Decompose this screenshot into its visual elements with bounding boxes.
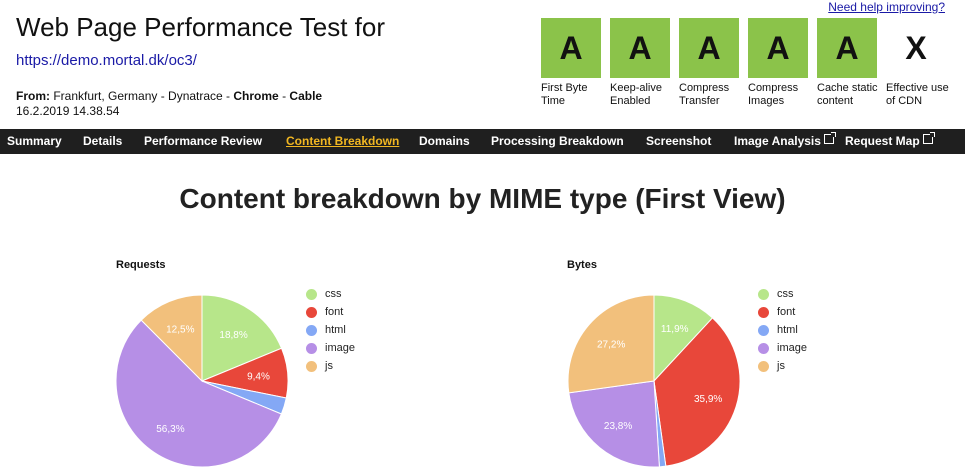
tab-request-map[interactable]: Request Map [845, 132, 935, 148]
tab-image-analysis[interactable]: Image Analysis [734, 132, 836, 148]
section-heading: Content breakdown by MIME type (First Vi… [179, 183, 786, 214]
tab-summary[interactable]: Summary [7, 134, 62, 148]
tab-performance-review[interactable]: Performance Review [144, 134, 263, 148]
grade-5-box[interactable]: A [817, 18, 877, 78]
legend-label: html [777, 324, 798, 336]
legend-label: js [325, 360, 333, 372]
legend-label: css [777, 288, 794, 300]
legend-swatch [758, 342, 769, 354]
nav-bar: Summary Details Performance Review Content … [0, 129, 965, 154]
pie-label-css: 18,8% [219, 330, 247, 341]
from-separator: - [278, 89, 290, 103]
legend-label: font [777, 306, 796, 318]
grade-2-label: Keep-alive Enabled [610, 82, 662, 107]
bytes-chart-title: Bytes [567, 259, 597, 271]
grade-3-box[interactable]: A [679, 18, 739, 78]
pie-slice-css [201, 294, 283, 382]
tab-details[interactable]: Details [83, 134, 123, 148]
pie-label-css: 11,9% [661, 324, 689, 335]
pie-label-font: 9,4% [247, 372, 270, 383]
external-link-icon [823, 132, 836, 144]
legend-swatch [306, 306, 317, 318]
legend-swatch [758, 360, 769, 372]
browser-name: Chrome [233, 89, 279, 103]
legend-item-image[interactable]: image [758, 342, 807, 354]
help-improving-link[interactable]: Need help improving? [828, 0, 945, 14]
legend-label: font [325, 306, 344, 318]
pie-label-js: 27,2% [597, 340, 625, 351]
pie-label-image: 23,8% [604, 421, 632, 432]
tested-url-link[interactable]: https://demo.mortal.dk/oc3/ [16, 52, 197, 69]
legend-swatch [306, 324, 317, 336]
test-date: 16.2.2019 14.38.54 [16, 104, 120, 118]
tab-content-breakdown[interactable]: Content Breakdown [286, 134, 400, 148]
pie-label-js: 12,5% [166, 325, 194, 336]
grade-5-label: Cache static content [817, 82, 878, 107]
tab-domains[interactable]: Domains [419, 134, 470, 148]
pie-slice-css [653, 294, 714, 383]
legend-swatch [306, 288, 317, 300]
legend-item-css[interactable]: css [758, 288, 794, 300]
legend-item-css[interactable]: css [306, 288, 342, 300]
from-label: From: [16, 89, 50, 103]
grade-3-label: Compress Transfer [679, 82, 730, 107]
legend-item-js[interactable]: js [758, 360, 785, 372]
legend-item-font[interactable]: font [306, 306, 343, 318]
legend-label: js [777, 360, 785, 372]
legend-item-html[interactable]: html [758, 324, 798, 336]
legend-item-js[interactable]: js [306, 360, 333, 372]
legend-item-font[interactable]: font [758, 306, 795, 318]
from-location: Frankfurt, Germany - Dynatrace - [53, 89, 234, 103]
legend-swatch [306, 342, 317, 354]
pie-slice-font [653, 317, 741, 467]
pie-label-font: 35,9% [694, 394, 722, 405]
requests-chart-title: Requests [116, 259, 166, 271]
legend-label: image [325, 342, 355, 354]
grade-4-label: Compress Images [748, 82, 799, 107]
legend-swatch [758, 306, 769, 318]
grade-1-box[interactable]: A [541, 18, 601, 78]
legend-label: html [325, 324, 346, 336]
legend-label: css [325, 288, 342, 300]
pie-slice-image [568, 380, 660, 468]
pie-slice-image [115, 319, 283, 468]
test-location: From: Frankfurt, Germany - Dynatrace - C… [16, 89, 322, 103]
grade-6-box[interactable]: X [886, 18, 946, 78]
tab-screenshot[interactable]: Screenshot [646, 134, 712, 148]
tab-processing-breakdown[interactable]: Processing Breakdown [491, 134, 624, 148]
grade-6-label: Effective use of CDN [886, 82, 949, 107]
legend-swatch [306, 360, 317, 372]
legend-swatch [758, 288, 769, 300]
legend-item-image[interactable]: image [306, 342, 355, 354]
connection-type: Cable [289, 89, 323, 103]
requests-pie-chart: 18,8% 9,4% 56,3% 12,5% [115, 294, 289, 468]
bytes-pie-chart: 11,9% 35,9% 23,8% 27,2% [567, 294, 741, 468]
legend-label: image [777, 342, 807, 354]
legend-swatch [758, 324, 769, 336]
external-link-icon [922, 132, 935, 144]
legend-item-html[interactable]: html [306, 324, 346, 336]
pie-slice-js [140, 294, 203, 383]
grade-4-box[interactable]: A [748, 18, 808, 78]
pie-slice-js [567, 294, 655, 394]
grade-2-box[interactable]: A [610, 18, 670, 78]
grade-1-label: First Byte Time [541, 82, 588, 107]
pie-label-image: 56,3% [156, 424, 184, 435]
page-title: Web Page Performance Test for [16, 12, 386, 42]
